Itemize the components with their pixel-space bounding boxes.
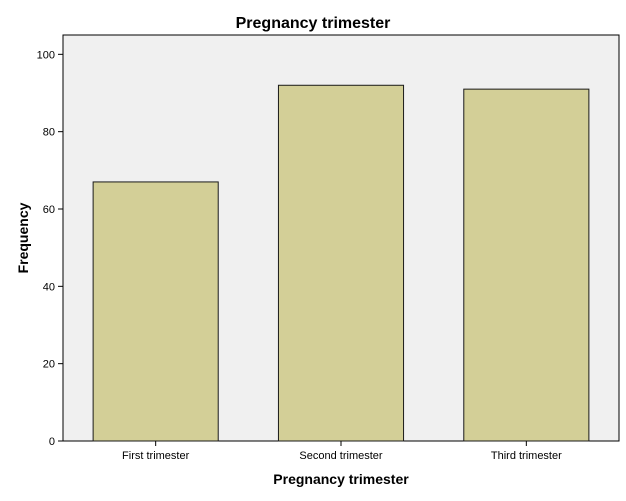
bar-3 — [463, 88, 590, 442]
x-tick-label: Third trimester — [491, 450, 562, 462]
x-tick-label: First trimester — [122, 450, 190, 462]
bar-1 — [92, 181, 219, 442]
chart-title: Pregnancy trimester — [236, 15, 391, 32]
bar-2 — [277, 84, 405, 442]
bars — [92, 84, 590, 442]
x-tick-label: Second trimester — [299, 450, 382, 462]
y-tick-label: 80 — [43, 127, 55, 139]
y-axis: 0 20 40 60 80 100 — [37, 49, 63, 448]
x-axis-label: Pregnancy trimester — [273, 471, 409, 487]
y-tick-label: 100 — [37, 49, 55, 61]
y-tick-label: 60 — [43, 204, 55, 216]
y-axis-label: Frequency — [15, 202, 31, 273]
x-axis: First trimester Second trimester Third tri… — [122, 441, 562, 462]
y-tick-label: 20 — [43, 359, 55, 371]
y-tick-label: 0 — [49, 436, 55, 448]
y-tick-label: 40 — [43, 281, 55, 293]
